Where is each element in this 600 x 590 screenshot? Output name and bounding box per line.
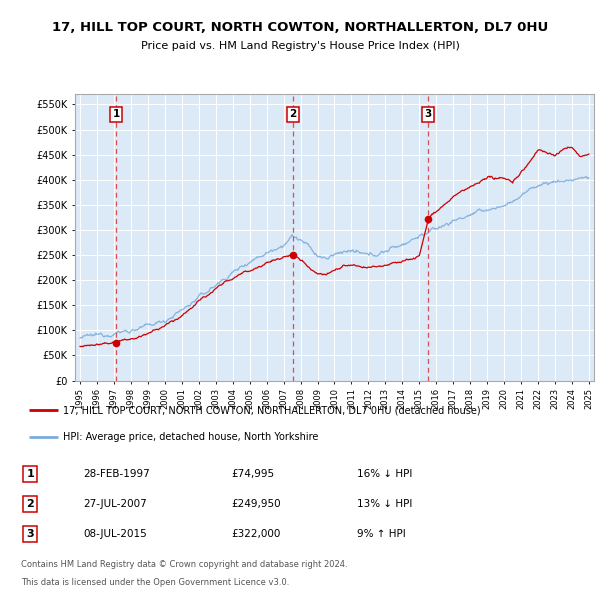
- Text: 1: 1: [112, 110, 119, 120]
- Text: 16% ↓ HPI: 16% ↓ HPI: [357, 469, 412, 478]
- Text: 28-FEB-1997: 28-FEB-1997: [83, 469, 150, 478]
- Text: 17, HILL TOP COURT, NORTH COWTON, NORTHALLERTON, DL7 0HU: 17, HILL TOP COURT, NORTH COWTON, NORTHA…: [52, 21, 548, 34]
- Text: Contains HM Land Registry data © Crown copyright and database right 2024.: Contains HM Land Registry data © Crown c…: [20, 560, 347, 569]
- Text: 13% ↓ HPI: 13% ↓ HPI: [357, 499, 412, 509]
- Text: £74,995: £74,995: [232, 469, 275, 478]
- Text: HPI: Average price, detached house, North Yorkshire: HPI: Average price, detached house, Nort…: [64, 432, 319, 442]
- Text: 1: 1: [26, 469, 34, 478]
- Text: £249,950: £249,950: [232, 499, 281, 509]
- Text: This data is licensed under the Open Government Licence v3.0.: This data is licensed under the Open Gov…: [20, 578, 289, 588]
- Text: 08-JUL-2015: 08-JUL-2015: [83, 529, 147, 539]
- Text: 2: 2: [26, 499, 34, 509]
- Text: 3: 3: [26, 529, 34, 539]
- Text: 17, HILL TOP COURT, NORTH COWTON, NORTHALLERTON, DL7 0HU (detached house): 17, HILL TOP COURT, NORTH COWTON, NORTHA…: [64, 405, 481, 415]
- Text: 27-JUL-2007: 27-JUL-2007: [83, 499, 147, 509]
- Text: Price paid vs. HM Land Registry's House Price Index (HPI): Price paid vs. HM Land Registry's House …: [140, 41, 460, 51]
- Text: 3: 3: [424, 110, 432, 120]
- Text: £322,000: £322,000: [232, 529, 281, 539]
- Text: 9% ↑ HPI: 9% ↑ HPI: [357, 529, 406, 539]
- Text: 2: 2: [289, 110, 297, 120]
